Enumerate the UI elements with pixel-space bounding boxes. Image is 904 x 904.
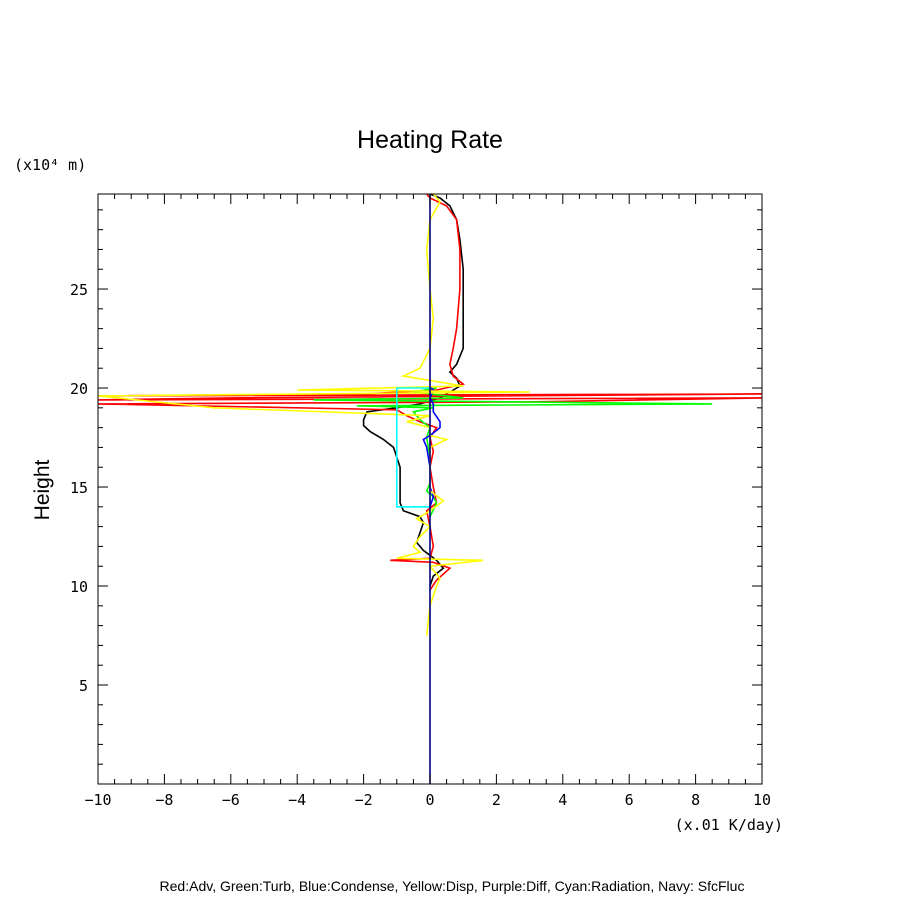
x-tick-label-7: 4 <box>558 791 567 809</box>
series-line-4 <box>97 193 530 636</box>
x-tick-label-4: −2 <box>355 791 373 809</box>
y-tick-label-2: 15 <box>70 479 88 497</box>
series-layer <box>97 193 763 784</box>
x-tick-label-6: 2 <box>492 791 501 809</box>
x-tick-label-2: −6 <box>222 791 240 809</box>
x-tick-label-5: 0 <box>425 791 434 809</box>
ticks-layer: −10 −8 −6 −4 −2 0 2 4 6 8 10 5 10 15 20 25 <box>70 194 771 809</box>
y-tick-label-1: 10 <box>70 578 88 596</box>
series-line-2 <box>313 387 713 518</box>
series-line-1 <box>97 193 763 591</box>
y-tick-label-0: 5 <box>79 677 88 695</box>
x-tick-label-0: −10 <box>84 791 111 809</box>
series-line-5 <box>396 387 430 508</box>
x-unit-label: (x.01 K/day) <box>675 816 783 834</box>
x-tick-label-3: −4 <box>288 791 306 809</box>
series-line-0 <box>362 193 464 587</box>
x-tick-label-9: 8 <box>691 791 700 809</box>
y-axis-label: Height <box>31 459 54 520</box>
x-tick-label-8: 6 <box>625 791 634 809</box>
y-unit-label: (x10⁴ m) <box>14 156 86 174</box>
chart-title: Heating Rate <box>357 126 503 154</box>
x-tick-label-1: −8 <box>155 791 173 809</box>
y-tick-label-4: 25 <box>70 281 88 299</box>
legend-caption: Red:Adv, Green:Turb, Blue:Condense, Yell… <box>160 878 745 894</box>
x-tick-label-10: 10 <box>753 791 771 809</box>
y-tick-label-3: 20 <box>70 380 88 398</box>
